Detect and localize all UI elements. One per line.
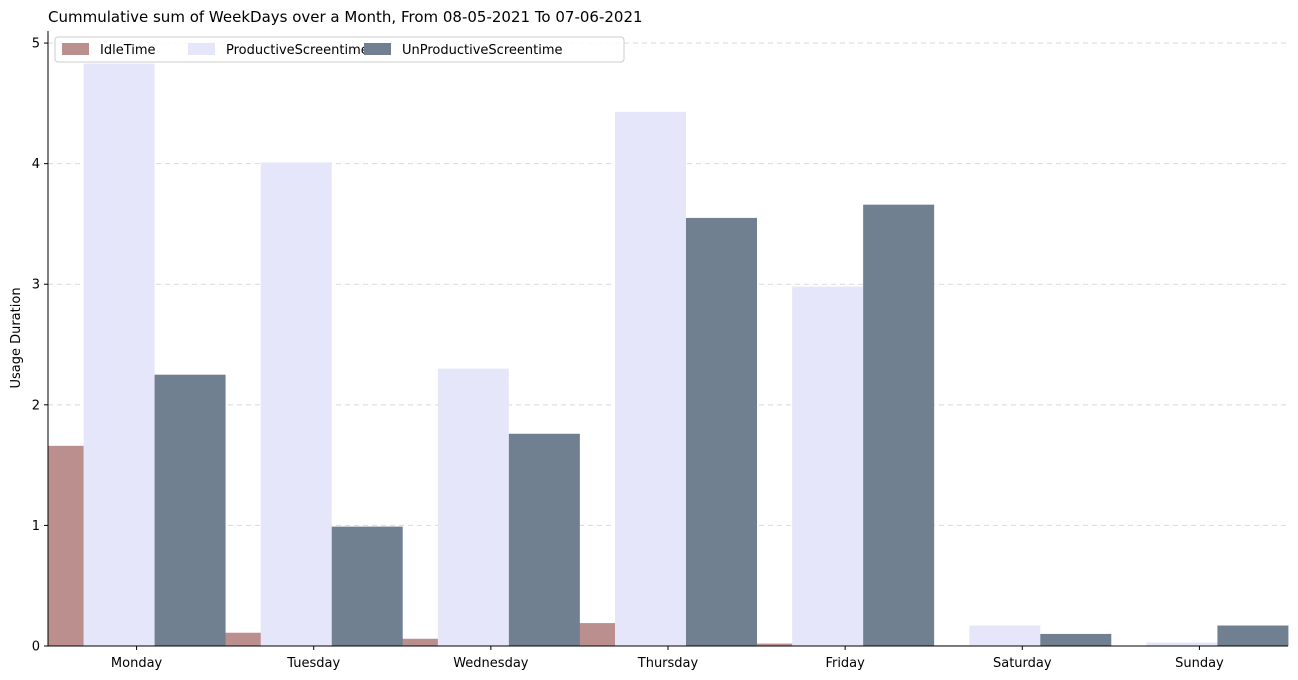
bar-productivescreentime-monday [83,63,155,646]
bars-layer [47,63,1289,647]
bar-productivescreentime-tuesday [260,162,332,647]
legend-label-unproductivescreentime: UnProductiveScreentime [402,43,562,58]
bar-unproductivescreentime-wednesday [508,433,580,646]
x-tick-label: Friday [825,656,865,671]
x-tick-label: Wednesday [453,656,529,671]
bar-productivescreentime-sunday [1146,642,1218,646]
legend-swatch-productivescreentime [188,43,215,55]
y-tick-label: 4 [32,157,40,172]
y-tick-label: 5 [32,37,40,52]
bar-unproductivescreentime-monday [154,374,226,646]
x-tick-label: Tuesday [286,656,340,671]
y-tick-label: 3 [32,278,40,293]
y-axis-label: Usage Duration [9,287,24,388]
y-tick-label: 2 [32,398,40,413]
y-tick-label: 0 [32,640,40,655]
legend-swatch-idletime [62,43,89,55]
x-tick-label: Thursday [637,656,699,671]
legend-swatch-unproductivescreentime [364,43,391,55]
y-tick-label: 1 [32,519,40,534]
bar-productivescreentime-friday [792,286,864,646]
x-tick-label: Monday [111,656,163,671]
legend: IdleTime ProductiveScreentime UnProductive… [54,36,625,63]
x-ticks: Monday Tuesday Wednesday Thursday Friday Satu… [111,646,1224,671]
x-tick-label: Saturday [993,656,1052,671]
bar-idletime-friday [756,643,828,646]
bar-productivescreentime-saturday [969,625,1041,646]
bar-unproductivescreentime-saturday [1040,633,1112,646]
legend-label-idletime: IdleTime [100,43,156,58]
x-tick-label: Sunday [1175,656,1224,671]
bar-unproductivescreentime-sunday [1217,625,1289,646]
y-ticks: 0 1 2 3 4 5 [32,37,48,655]
bar-productivescreentime-wednesday [437,368,509,646]
bar-unproductivescreentime-tuesday [331,526,403,646]
legend-label-productivescreentime: ProductiveScreentime [226,43,369,58]
bar-idletime-wednesday [401,638,473,646]
bar-unproductivescreentime-thursday [686,217,757,647]
chart-title: Cummulative sum of WeekDays over a Month… [48,8,643,26]
bar-unproductivescreentime-friday [863,204,935,646]
bar-productivescreentime-thursday [615,111,686,646]
